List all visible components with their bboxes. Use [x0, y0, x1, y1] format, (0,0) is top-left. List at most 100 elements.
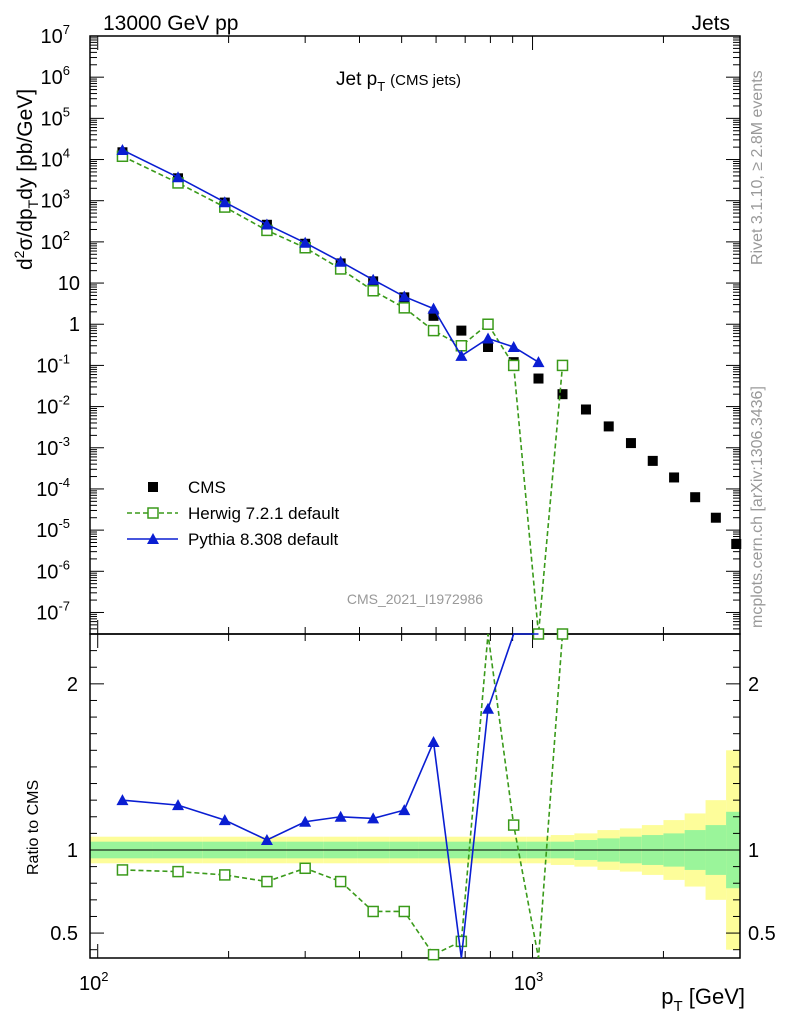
y-tick-label-base: 10 — [36, 397, 58, 419]
ratio-tick-label-left: 1 — [67, 840, 78, 862]
ratio-point — [172, 799, 185, 811]
legend: CMS Herwig 7.2.1 default Pythia 8.308 defa… — [127, 478, 339, 549]
ratio-point — [427, 736, 440, 747]
y-tick-label: 104 — [41, 146, 70, 172]
x-tick-label-exp: 3 — [536, 969, 543, 984]
data-point — [533, 373, 544, 384]
ylabel-sup: 2 — [11, 250, 27, 258]
y-tick-label: 107 — [41, 22, 70, 48]
y-tick-label-exp: -2 — [58, 393, 70, 408]
legend-label: Pythia 8.308 default — [188, 530, 339, 549]
data-point — [580, 404, 591, 415]
ratio-tick-label-left: 2 — [67, 674, 78, 696]
axis-ticks: 102 10310710610510410310210110-110-210-31… — [36, 22, 776, 995]
ratio-point — [398, 804, 411, 816]
ylabel-sigma: σ/dp — [14, 208, 37, 250]
data-point — [218, 196, 231, 208]
data-point — [428, 310, 439, 321]
data-point — [625, 438, 636, 449]
y-tick-label-exp: 4 — [63, 146, 70, 161]
data-point — [367, 273, 380, 285]
header-collision-label: 13000 GeV pp — [103, 12, 238, 35]
ratio-panel-frame — [89, 633, 741, 959]
ratio-tick-label-right: 2 — [748, 674, 759, 696]
xlabel-sub: T — [673, 998, 682, 1015]
ratio-point — [116, 864, 129, 876]
ratio-y-axis-label: Ratio to CMS — [25, 780, 42, 875]
y-tick-label: 103 — [41, 187, 70, 213]
data-point — [532, 356, 545, 368]
y-tick-label: 1 — [69, 314, 80, 336]
x-tick-label: 103 — [514, 969, 543, 995]
ratio-point — [116, 794, 129, 806]
data-point — [455, 349, 468, 361]
data-point — [603, 421, 614, 432]
main-y-axis-label: d2σ/dpTdy [pb/GeV] — [11, 89, 41, 270]
data-point — [482, 318, 494, 330]
y-tick-label-base: 10 — [41, 108, 63, 130]
series-line-main — [122, 149, 539, 363]
y-tick-label-base: 10 — [36, 438, 58, 460]
y-tick-label-exp: 3 — [63, 187, 70, 202]
y-tick-label: 10-7 — [36, 598, 70, 624]
data-point — [116, 144, 129, 156]
xlabel-main: p — [661, 984, 673, 1009]
xlabel-unit: [GeV] — [683, 984, 745, 1009]
ylabel-d: d — [14, 258, 37, 270]
data-point — [367, 285, 379, 297]
data-point — [334, 255, 347, 267]
x-tick-label: 102 — [79, 969, 108, 995]
ratio-point — [218, 814, 231, 826]
data-series — [116, 144, 742, 961]
y-tick-label: 10-5 — [36, 516, 70, 542]
y-tick-label-base: 10 — [41, 232, 63, 254]
data-point — [690, 492, 701, 503]
ratio-point — [299, 815, 312, 827]
series-pythia — [116, 144, 545, 959]
data-point — [482, 332, 495, 344]
data-point — [507, 340, 520, 352]
ratio-point — [482, 702, 495, 714]
series-line-ratio — [122, 633, 564, 959]
series-line-ratio — [122, 633, 539, 959]
y-tick-label-base: 10 — [36, 561, 58, 583]
data-point — [427, 324, 440, 337]
y-tick-label: 106 — [41, 63, 70, 89]
rivet-version-label: Rivet 3.1.10, ≥ 2.8M events — [749, 70, 766, 265]
y-tick-label-base: 10 — [58, 273, 80, 295]
y-tick-label: 10-1 — [36, 351, 70, 377]
ratio-point — [334, 875, 347, 888]
y-tick-label-base: 10 — [41, 67, 63, 89]
ratio-tick-label-right: 0.5 — [748, 923, 776, 945]
y-tick-label: 10 — [58, 273, 80, 295]
ratio-point — [367, 812, 380, 824]
legend-herwig-marker — [147, 507, 159, 519]
y-tick-label: 102 — [41, 228, 70, 254]
ratio-point — [172, 865, 184, 878]
data-point — [669, 472, 680, 483]
y-tick-label-exp: -6 — [58, 557, 70, 572]
data-point — [483, 341, 494, 352]
data-point — [556, 359, 569, 372]
y-tick-label-base: 10 — [36, 602, 58, 624]
y-tick-label-base: 10 — [36, 479, 58, 501]
data-point — [557, 389, 568, 400]
y-tick-label-exp: 5 — [63, 104, 70, 119]
y-tick-label-base: 10 — [36, 520, 58, 542]
ratio-point — [507, 819, 520, 831]
x-axis-label: pT [GeV] — [661, 984, 745, 1015]
y-tick-label-exp: -3 — [58, 434, 70, 449]
header-jets-label: Jets — [691, 12, 730, 35]
ratio-point — [367, 905, 379, 918]
ratio-point — [260, 834, 273, 846]
series-herwig — [116, 150, 569, 961]
ratio-point — [261, 875, 273, 888]
y-tick-label-base: 1 — [69, 314, 80, 336]
data-point — [172, 171, 185, 183]
y-tick-label: 10-4 — [36, 475, 70, 501]
data-point — [731, 539, 742, 550]
ratio-point — [219, 869, 231, 881]
x-tick-label-base: 10 — [514, 973, 536, 995]
mcplots-label: mcplots.cern.ch [arXiv:1306.3436] — [749, 386, 766, 628]
